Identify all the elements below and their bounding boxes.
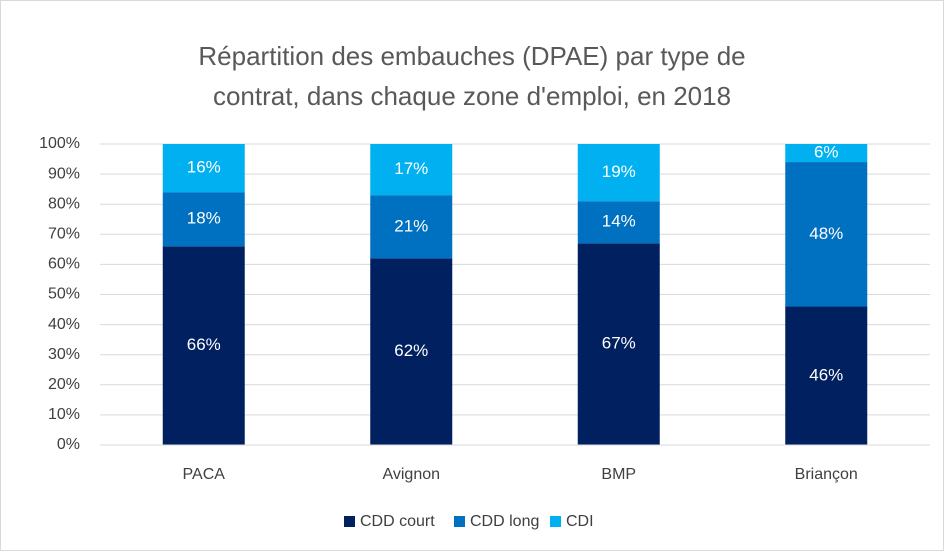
legend-label: CDI [566, 513, 594, 530]
bar-segment [785, 162, 868, 307]
data-label: 17% [394, 159, 428, 178]
y-tick-label: 80% [48, 195, 80, 212]
chart-title: contrat, dans chaque zone d'emploi, en 2… [213, 81, 731, 111]
bar-segment [577, 243, 660, 445]
y-tick-label: 60% [48, 256, 80, 273]
bar-segment [577, 201, 660, 244]
bar-segment [162, 192, 245, 247]
data-label: 66% [187, 335, 221, 354]
data-label: 14% [602, 212, 636, 231]
data-label: 46% [809, 365, 843, 384]
data-label: 48% [809, 224, 843, 243]
data-label: 19% [602, 162, 636, 181]
y-tick-label: 70% [48, 226, 80, 243]
y-tick-label: 90% [48, 165, 80, 182]
legend-swatch [454, 516, 465, 527]
bar-segment [370, 144, 453, 196]
y-tick-label: 40% [48, 316, 80, 333]
bar-segment [577, 144, 660, 202]
data-label: 18% [187, 209, 221, 228]
chart-title: Répartition des embauches (DPAE) par typ… [198, 41, 745, 71]
data-label: 21% [394, 216, 428, 235]
legend-swatch [550, 516, 561, 527]
y-tick-label: 100% [39, 135, 80, 152]
y-tick-label: 20% [48, 376, 80, 393]
y-tick-label: 0% [57, 436, 80, 453]
y-tick-label: 30% [48, 346, 80, 363]
y-tick-label: 10% [48, 406, 80, 423]
legend-label: CDD court [360, 513, 435, 530]
x-tick-label: Briançon [795, 466, 858, 483]
bar-segment [162, 246, 245, 445]
bar-segment [370, 195, 453, 259]
data-label: 67% [602, 334, 636, 353]
data-label: 62% [394, 341, 428, 360]
bar-segment [162, 144, 245, 193]
x-tick-label: Avignon [382, 466, 440, 483]
bar-segment [785, 144, 868, 163]
data-label: 16% [187, 158, 221, 177]
legend-label: CDD long [470, 513, 539, 530]
legend-swatch [344, 516, 355, 527]
bar-segment [785, 306, 868, 445]
x-tick-label: PACA [183, 466, 226, 483]
y-tick-label: 50% [48, 286, 80, 303]
data-label: 6% [814, 143, 839, 162]
bar-segment [370, 258, 453, 445]
x-tick-label: BMP [601, 466, 636, 483]
